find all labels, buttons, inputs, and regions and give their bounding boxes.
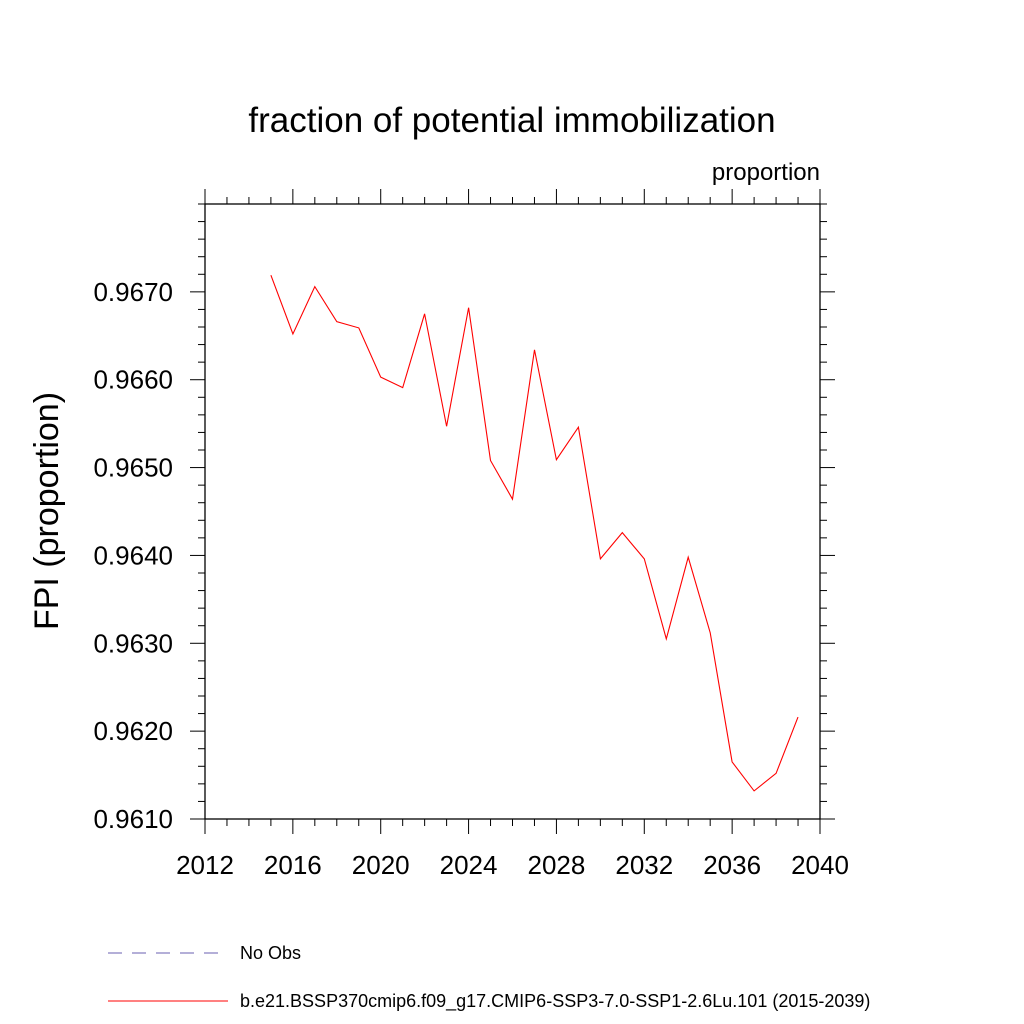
chart-subtitle-units: proportion <box>712 159 820 186</box>
series-layer <box>270 275 799 792</box>
x-tick-label: 2012 <box>176 850 234 880</box>
plot-frame <box>204 203 821 820</box>
x-tick-label: 2016 <box>264 850 322 880</box>
x-tick-label: 2024 <box>440 850 498 880</box>
axis-ticks <box>190 189 835 834</box>
y-tick-label: 0.9650 <box>93 453 173 483</box>
x-tick-label: 2040 <box>791 850 849 880</box>
y-tick-label: 0.9640 <box>93 540 173 570</box>
x-tick-label: 2028 <box>528 850 586 880</box>
x-tick-label: 2020 <box>352 850 410 880</box>
series-line-model-run <box>270 275 799 792</box>
y-tick-label: 0.9620 <box>93 716 173 746</box>
y-tick-label: 0.9670 <box>93 277 173 307</box>
chart-title: fraction of potential immobilization <box>248 101 775 140</box>
y-tick-label: 0.9660 <box>93 365 173 395</box>
y-axis-title: FPI (proportion) <box>28 392 66 630</box>
legend: No Obs b.e21.BSSP370cmip6.f09_g17.CMIP6-… <box>108 943 870 1012</box>
legend-label-model-run: b.e21.BSSP370cmip6.f09_g17.CMIP6-SSP3-7.… <box>240 991 870 1012</box>
y-tick-label: 0.9610 <box>93 804 173 834</box>
y-tick-label: 0.9630 <box>93 628 173 658</box>
x-tick-label: 2032 <box>615 850 673 880</box>
x-tick-label: 2036 <box>703 850 761 880</box>
axis-tick-labels: 2012 2016 2020 2024 2028 2032 2036 2040 0.9610 0.… <box>93 277 848 880</box>
legend-label-no-obs: No Obs <box>240 943 301 963</box>
